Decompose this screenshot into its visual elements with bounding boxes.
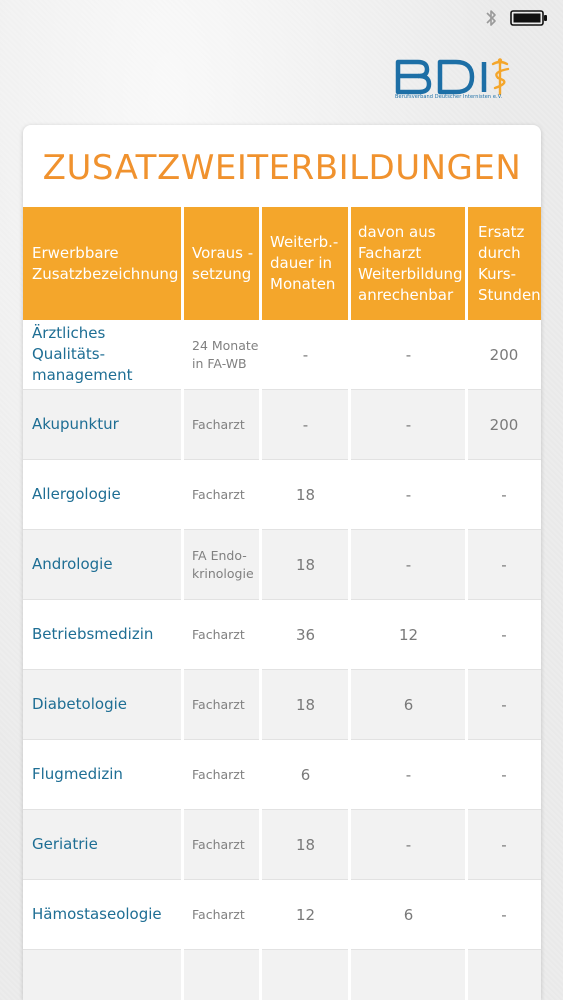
column-divider: [465, 320, 468, 1000]
column-divider: [348, 320, 351, 1000]
cell-zusatzbezeichnung: [32, 950, 182, 1000]
cell-voraussetzung: Facharzt: [192, 626, 245, 642]
cell-anrechenbar: -: [405, 765, 412, 784]
cell-anrechenbar: 6: [403, 905, 414, 924]
cell-dauer: 18: [295, 695, 316, 714]
header-kursstunden: Ersatz durch Kurs- Stunden: [478, 222, 541, 304]
table-row[interactable]: [23, 950, 541, 1000]
cell-voraussetzung: [192, 950, 264, 1000]
cell-kursstunden: -: [501, 555, 507, 574]
table-card: ZUSATZWEITERBILDUNGEN Erwerbbare Zusatzb…: [23, 125, 541, 1000]
cell-dauer: 18: [295, 835, 316, 854]
bdi-logo-mark: [395, 58, 510, 96]
cell-kursstunden: -: [501, 485, 507, 504]
cell-zusatzbezeichnung: Hämostaseologie: [32, 905, 162, 923]
cell-zusatzbezeichnung: Flugmedizin: [32, 765, 123, 783]
cell-zusatzbezeichnung: Andrologie: [32, 555, 113, 573]
header-divider: [465, 207, 468, 320]
cell-dauer: -: [302, 345, 309, 364]
cell-voraussetzung: Facharzt: [192, 766, 245, 782]
table-row[interactable]: Betriebsmedizin Facharzt 36 12 -: [23, 600, 541, 670]
cell-dauer: 6: [300, 765, 311, 784]
table-row[interactable]: Akupunktur Facharzt - - 200: [23, 390, 541, 460]
status-bar: [0, 0, 563, 36]
cell-zusatzbezeichnung: Betriebsmedizin: [32, 625, 154, 643]
cell-dauer: 12: [295, 905, 316, 924]
cell-zusatzbezeichnung: Ärztliches Qualitäts- management: [32, 324, 133, 384]
header-divider: [348, 207, 351, 320]
cell-dauer: [261, 950, 350, 1000]
cell-zusatzbezeichnung: Geriatrie: [32, 835, 98, 853]
cell-anrechenbar: 6: [403, 695, 414, 714]
header-anrechenbar: davon aus Facharzt Weiterbildung anreche…: [358, 222, 463, 304]
cell-kursstunden: -: [501, 625, 507, 644]
table-row[interactable]: Flugmedizin Facharzt 6 - -: [23, 740, 541, 810]
cell-voraussetzung: Facharzt: [192, 696, 245, 712]
cell-kursstunden: -: [501, 765, 507, 784]
cell-anrechenbar: -: [405, 835, 412, 854]
bdi-logo: Berufsverband Deutscher Internisten e.V.: [394, 58, 526, 104]
battery-icon: [510, 10, 547, 26]
cell-voraussetzung: Facharzt: [192, 416, 245, 432]
cell-anrechenbar: -: [405, 485, 412, 504]
cell-dauer: 18: [295, 485, 316, 504]
table-header: Erwerbbare Zusatzbezeichnung Voraus - se…: [23, 207, 541, 320]
header-weiterbildungsdauer: Weiterb.- dauer in Monaten: [270, 233, 339, 293]
header-voraussetzung: Voraus - setzung: [192, 243, 254, 283]
header-zusatzbezeichnung: Erwerbbare Zusatzbezeichnung: [32, 243, 179, 283]
cell-kursstunden: -: [501, 835, 507, 854]
table-row[interactable]: Allergologie Facharzt 18 - -: [23, 460, 541, 530]
cell-anrechenbar: [350, 950, 467, 1000]
cell-voraussetzung: FA Endo- krinologie: [192, 547, 254, 581]
cell-dauer: 36: [295, 625, 316, 644]
logo-subtitle: Berufsverband Deutscher Internisten e.V.: [395, 94, 503, 100]
cell-anrechenbar: -: [405, 555, 412, 574]
cell-voraussetzung: Facharzt: [192, 906, 245, 922]
cell-zusatzbezeichnung: Diabetologie: [32, 695, 127, 713]
cell-zusatzbezeichnung: Allergologie: [32, 485, 121, 503]
table-row[interactable]: Ärztliches Qualitäts- management 24 Mona…: [23, 320, 541, 390]
header-divider: [181, 207, 184, 320]
cell-zusatzbezeichnung: Akupunktur: [32, 415, 119, 433]
column-divider: [181, 320, 184, 1000]
cell-kursstunden: [467, 950, 541, 1000]
cell-kursstunden: 200: [489, 415, 519, 434]
table-row[interactable]: Hämostaseologie Facharzt 12 6 -: [23, 880, 541, 950]
column-divider: [259, 320, 262, 1000]
cell-kursstunden: 200: [489, 345, 519, 364]
cell-kursstunden: -: [501, 905, 507, 924]
bluetooth-icon: [486, 10, 496, 26]
cell-dauer: -: [302, 415, 309, 434]
cell-voraussetzung: Facharzt: [192, 836, 245, 852]
table-row[interactable]: Geriatrie Facharzt 18 - -: [23, 810, 541, 880]
cell-anrechenbar: 12: [398, 625, 419, 644]
cell-dauer: 18: [295, 555, 316, 574]
cell-anrechenbar: -: [405, 345, 412, 364]
cell-kursstunden: -: [501, 695, 507, 714]
cell-anrechenbar: -: [405, 415, 412, 434]
header-divider: [259, 207, 262, 320]
table-row[interactable]: Andrologie FA Endo- krinologie 18 - -: [23, 530, 541, 600]
cell-voraussetzung: Facharzt: [192, 486, 245, 502]
table-row[interactable]: Diabetologie Facharzt 18 6 -: [23, 670, 541, 740]
cell-voraussetzung: 24 Monate in FA-WB: [192, 337, 259, 371]
page-title: ZUSATZWEITERBILDUNGEN: [42, 148, 522, 188]
